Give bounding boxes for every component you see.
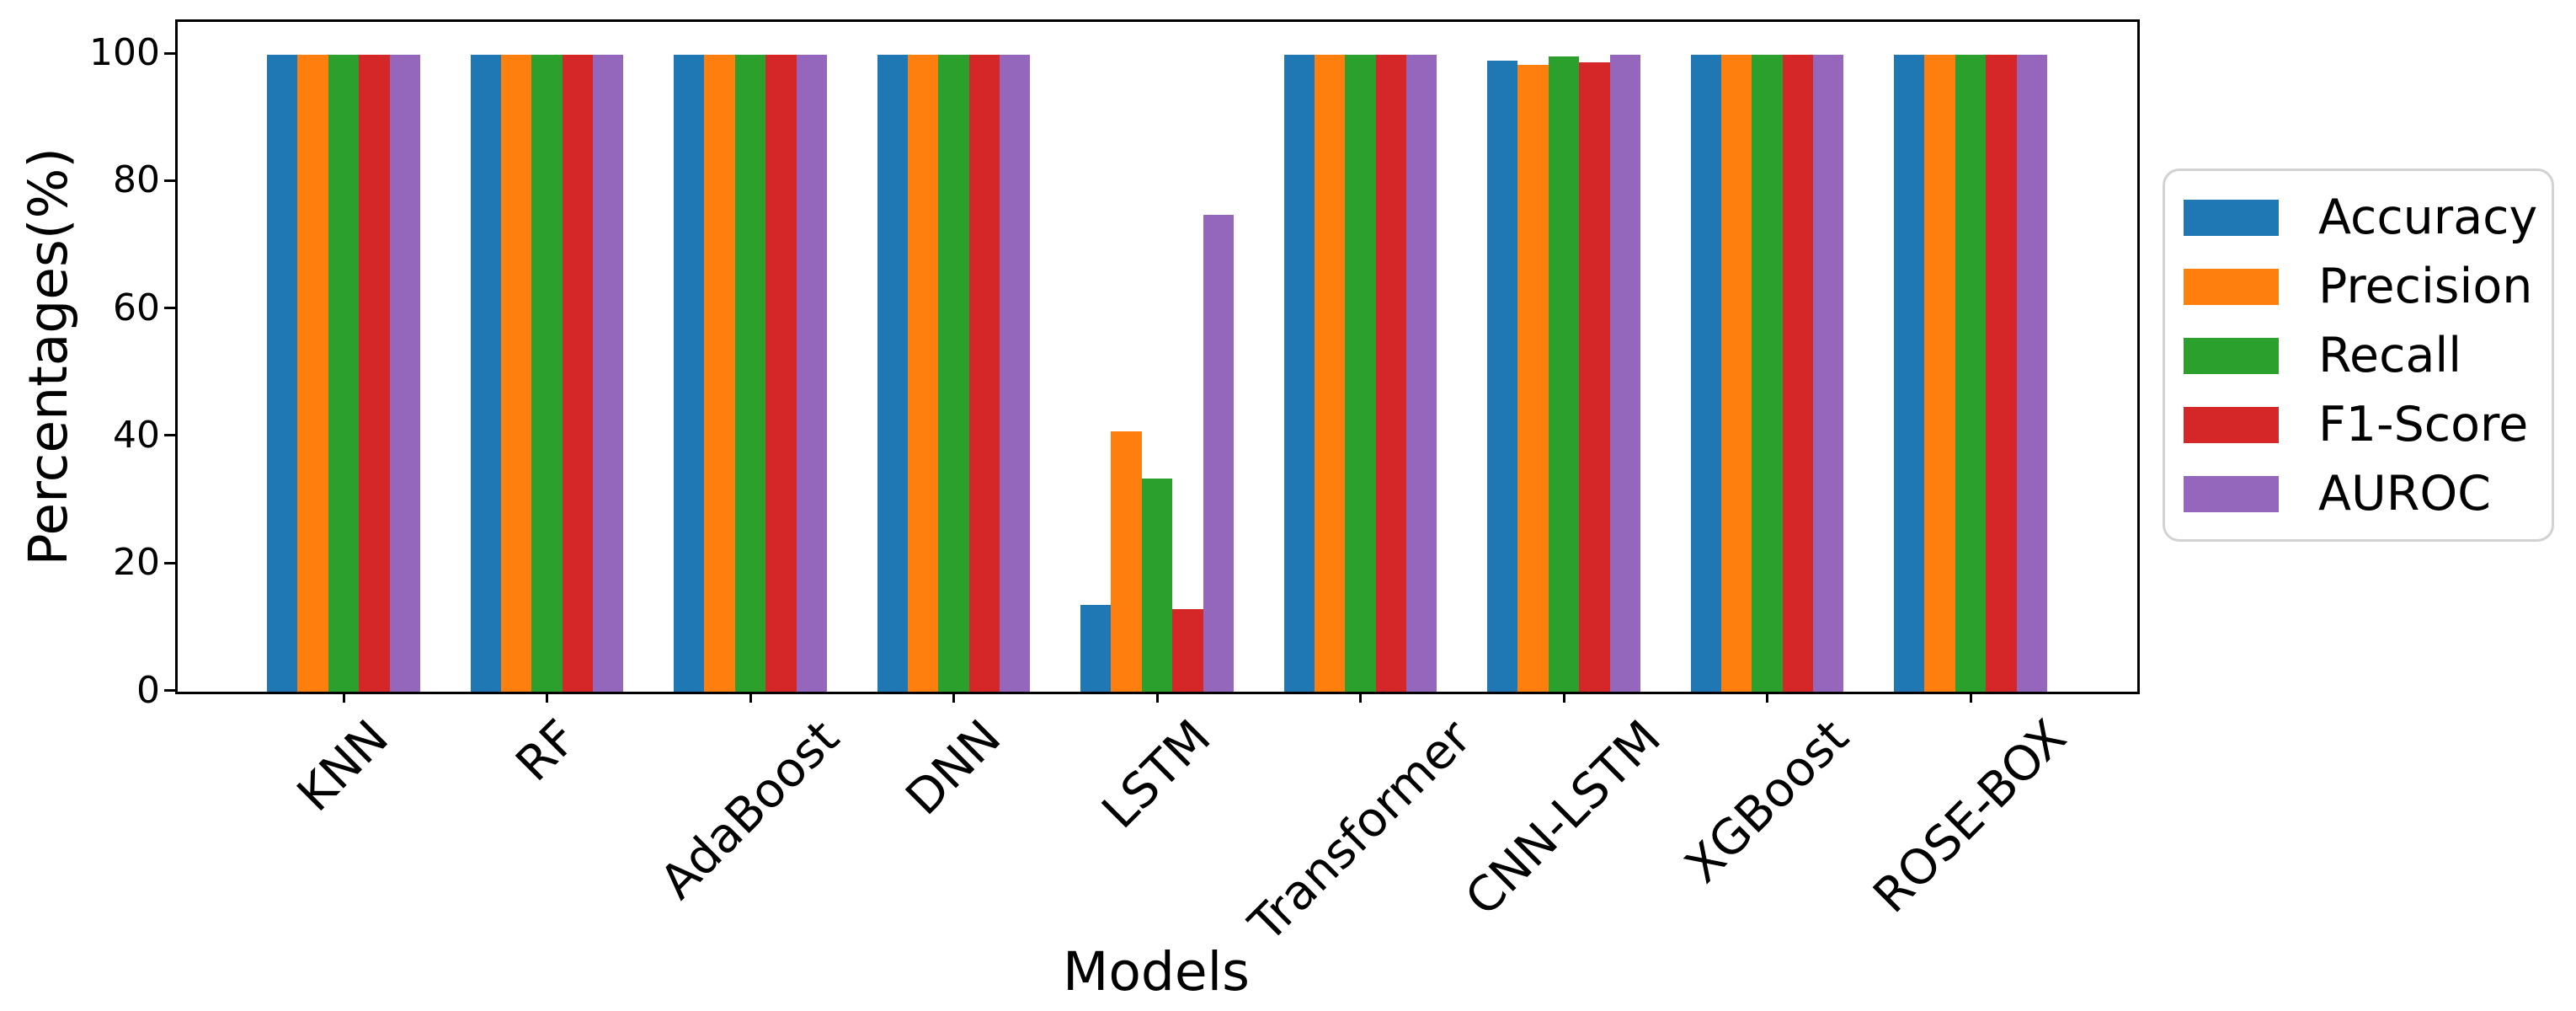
bar-f1-score-rose-box xyxy=(1986,55,2017,692)
y-tick-label-80: 80 xyxy=(113,158,160,202)
x-tick-mark-xgboost xyxy=(1766,692,1768,703)
x-tick-label-text: RF xyxy=(504,709,588,792)
legend-item-auroc: AUROC xyxy=(2184,459,2552,528)
legend-label-f1-score: F1-Score xyxy=(2318,396,2529,452)
bar-f1-score-transformer xyxy=(1375,55,1407,692)
bar-accuracy-rose-box xyxy=(1894,55,1925,692)
x-tick-label-text: ROSE-BOX xyxy=(1863,709,2077,924)
x-tick-mark-dnn xyxy=(952,692,955,703)
y-tick-label-20: 20 xyxy=(113,541,160,585)
bar-auroc-xgboost xyxy=(1813,55,1844,692)
x-axis-label: Models xyxy=(1063,941,1250,1003)
x-tick-label-text: AdaBoost xyxy=(649,709,851,910)
x-tick-mark-lstm xyxy=(1155,692,1159,703)
bar-auroc-rf xyxy=(593,55,624,692)
bar-auroc-transformer xyxy=(1406,55,1437,692)
bar-auroc-knn xyxy=(389,55,420,692)
bar-recall-rose-box xyxy=(1955,55,1987,692)
x-tick-mark-knn xyxy=(342,692,345,703)
bar-auroc-cnn-lstm xyxy=(1609,55,1640,692)
bar-accuracy-lstm xyxy=(1080,605,1112,692)
x-tick-label-text: LSTM xyxy=(1091,709,1222,840)
bar-accuracy-transformer xyxy=(1283,55,1315,692)
x-tick-label-text: Transformer xyxy=(1238,709,1482,953)
bar-precision-transformer xyxy=(1314,55,1346,692)
y-tick-mark-40 xyxy=(164,434,175,437)
legend-item-accuracy: Accuracy xyxy=(2184,183,2552,252)
x-tick-mark-transformer xyxy=(1359,692,1362,703)
y-tick-mark-100 xyxy=(164,51,175,55)
y-tick-label-100: 100 xyxy=(89,31,160,75)
legend-label-recall: Recall xyxy=(2318,327,2462,383)
legend-label-accuracy: Accuracy xyxy=(2318,189,2538,245)
legend-swatch-f1-score xyxy=(2184,406,2279,443)
x-tick-label-text: KNN xyxy=(286,709,400,822)
bar-f1-score-lstm xyxy=(1172,609,1203,692)
legend-label-auroc: AUROC xyxy=(2318,465,2491,522)
bar-precision-rose-box xyxy=(1924,55,1955,692)
plot-area xyxy=(175,19,2140,694)
bar-accuracy-xgboost xyxy=(1690,55,1721,692)
bar-recall-adaboost xyxy=(734,55,766,692)
legend-swatch-auroc xyxy=(2184,475,2279,512)
bar-f1-score-cnn-lstm xyxy=(1579,62,1610,692)
bar-recall-cnn-lstm xyxy=(1548,56,1580,692)
y-tick-mark-80 xyxy=(164,179,175,182)
bar-precision-adaboost xyxy=(704,55,735,692)
bar-recall-xgboost xyxy=(1752,55,1783,692)
y-tick-mark-20 xyxy=(164,561,175,564)
x-tick-mark-rf xyxy=(546,692,548,703)
bar-precision-cnn-lstm xyxy=(1517,65,1549,692)
bar-recall-knn xyxy=(328,55,360,692)
y-tick-label-60: 60 xyxy=(113,286,160,329)
bar-precision-rf xyxy=(500,55,532,692)
x-tick-label-text: XGBoost xyxy=(1674,709,1859,895)
bar-f1-score-knn xyxy=(359,55,390,692)
x-tick-mark-cnn-lstm xyxy=(1562,692,1565,703)
legend-swatch-accuracy xyxy=(2184,199,2279,236)
bar-accuracy-rf xyxy=(470,55,501,692)
bar-auroc-adaboost xyxy=(796,55,827,692)
bar-accuracy-dnn xyxy=(877,55,908,692)
y-tick-mark-0 xyxy=(164,689,175,692)
bar-precision-xgboost xyxy=(1720,55,1752,692)
legend-item-precision: Precision xyxy=(2184,252,2552,321)
bar-f1-score-rf xyxy=(562,55,594,692)
x-tick-mark-rose-box xyxy=(1969,692,1972,703)
bar-auroc-lstm xyxy=(1203,215,1234,692)
bar-f1-score-dnn xyxy=(968,55,1000,692)
y-tick-label-40: 40 xyxy=(113,413,160,457)
y-tick-mark-60 xyxy=(164,307,175,310)
bar-accuracy-adaboost xyxy=(674,55,705,692)
bar-accuracy-cnn-lstm xyxy=(1487,61,1518,692)
legend-swatch-recall xyxy=(2184,337,2279,374)
bar-auroc-rose-box xyxy=(2016,55,2047,692)
bar-auroc-dnn xyxy=(1000,55,1031,692)
bar-precision-knn xyxy=(297,55,328,692)
bar-recall-lstm xyxy=(1141,479,1173,692)
legend-item-f1-score: F1-Score xyxy=(2184,390,2552,459)
bar-recall-rf xyxy=(531,55,563,692)
x-tick-label-text: DNN xyxy=(894,709,1011,826)
legend-label-precision: Precision xyxy=(2318,258,2533,314)
y-tick-label-0: 0 xyxy=(136,668,160,712)
bar-f1-score-xgboost xyxy=(1782,55,1814,692)
bar-recall-dnn xyxy=(938,55,969,692)
x-tick-mark-adaboost xyxy=(749,692,752,703)
legend-item-recall: Recall xyxy=(2184,321,2552,390)
bar-f1-score-adaboost xyxy=(765,55,797,692)
bar-accuracy-knn xyxy=(267,55,298,692)
legend: Accuracy Precision Recall F1-Score AUROC xyxy=(2163,168,2554,542)
legend-swatch-precision xyxy=(2184,268,2279,305)
bar-precision-lstm xyxy=(1111,431,1142,692)
bar-precision-dnn xyxy=(907,55,939,692)
x-tick-label-text: CNN-LSTM xyxy=(1454,709,1672,927)
bar-recall-transformer xyxy=(1345,55,1376,692)
